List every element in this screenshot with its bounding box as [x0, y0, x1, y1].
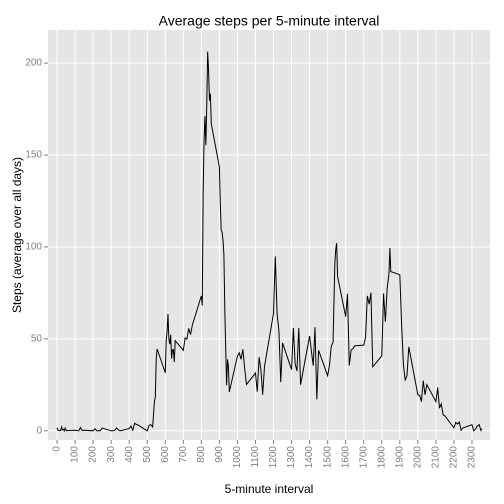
- x-tick-label: 1000: [232, 446, 243, 469]
- y-axis-title: Steps (average over all days): [10, 157, 24, 313]
- panel: [48, 30, 490, 440]
- x-tick-label: 600: [160, 446, 171, 463]
- x-tick-label: 2300: [467, 446, 478, 469]
- y-tick-label: 200: [25, 58, 42, 69]
- x-tick-label: 2000: [412, 446, 423, 469]
- x-tick-label: 2100: [431, 446, 442, 469]
- chart-title: Average steps per 5-minute interval: [159, 13, 380, 29]
- x-tick-label: 300: [106, 446, 117, 463]
- x-tick-label: 2200: [449, 446, 460, 469]
- x-tick-label: 1200: [268, 446, 279, 469]
- x-tick-label: 500: [142, 446, 153, 463]
- y-tick-label: 100: [25, 242, 42, 253]
- line: [56, 51, 483, 433]
- x-tick-label: 1100: [250, 446, 261, 468]
- x-tick-label: 900: [214, 446, 225, 463]
- x-tick-label: 1700: [358, 446, 369, 469]
- y-tick-label: 50: [31, 334, 43, 345]
- x-tick-label: 800: [196, 446, 207, 463]
- y-tick-label: 0: [36, 425, 42, 436]
- x-tick-label: 1500: [322, 446, 333, 469]
- x-tick-label: 1900: [394, 446, 405, 469]
- x-tick-label: 1300: [286, 446, 297, 469]
- x-tick-label: 0: [52, 446, 63, 452]
- x-tick-label: 400: [124, 446, 135, 463]
- x-tick-label: 1600: [340, 446, 351, 469]
- x-tick-label: 100: [70, 446, 81, 463]
- x-tick-label: 1800: [376, 446, 387, 469]
- y-tick-label: 150: [25, 150, 42, 161]
- x-tick-label: 200: [88, 446, 99, 463]
- x-axis-title: 5-minute interval: [225, 482, 314, 496]
- x-tick-label: 700: [178, 446, 189, 463]
- x-tick-label: 1400: [304, 446, 315, 469]
